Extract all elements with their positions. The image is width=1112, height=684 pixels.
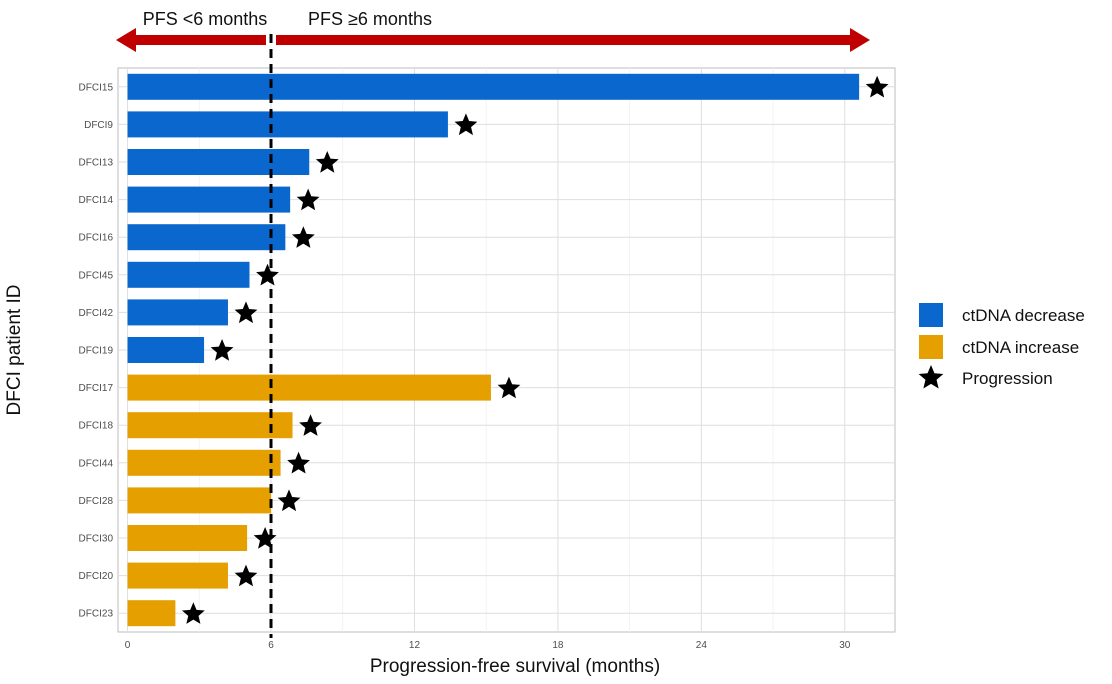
progression-star-dfci44 (287, 451, 310, 474)
bar-dfci17 (127, 374, 491, 401)
progression-markers (181, 75, 889, 624)
legend-swatch-increase (919, 335, 943, 359)
progression-star-dfci20 (234, 564, 258, 587)
bar-dfci44 (127, 449, 281, 476)
y-tick-label: DFCI14 (79, 195, 114, 206)
y-tick-label: DFCI30 (79, 534, 114, 545)
bar-dfci45 (127, 261, 250, 288)
x-tick-label: 18 (552, 640, 564, 651)
bar-dfci42 (127, 299, 228, 326)
right-arrow (276, 28, 870, 52)
bar-dfci28 (127, 487, 272, 514)
progression-star-dfci13 (315, 151, 339, 173)
x-axis-title: Progression-free survival (months) (370, 656, 660, 677)
y-tick-label: DFCI44 (79, 458, 114, 469)
bar-dfci9 (127, 111, 448, 138)
bar-dfci30 (127, 525, 248, 551)
y-tick-label: DFCI9 (84, 120, 113, 131)
right-annotation: PFS ≥6 months (308, 9, 432, 29)
y-tick-label: DFCI28 (79, 496, 114, 507)
bar-dfci16 (127, 224, 286, 251)
x-tick-label: 12 (409, 640, 421, 651)
y-tick-label: DFCI42 (79, 308, 114, 319)
y-tick-label: DFCI45 (79, 270, 114, 281)
bar-dfci15 (127, 73, 860, 100)
progression-star-dfci16 (291, 226, 315, 248)
progression-star-dfci28 (277, 489, 301, 512)
y-tick-label: DFCI23 (79, 609, 114, 620)
y-tick-label: DFCI18 (79, 421, 114, 432)
y-tick-label: DFCI16 (79, 233, 114, 244)
progression-star-dfci15 (865, 75, 889, 98)
legend-star-icon (918, 365, 944, 389)
progression-star-dfci18 (299, 414, 322, 436)
x-tick-label: 0 (125, 640, 131, 651)
left-annotation: PFS <6 months (143, 9, 268, 29)
legend-label-progression: Progression (962, 369, 1053, 388)
legend-label-decrease: ctDNA decrease (962, 306, 1085, 325)
progression-star-dfci45 (256, 263, 279, 286)
progression-star-dfci42 (234, 301, 258, 324)
y-axis-title: DFCI patient ID (4, 285, 25, 416)
legend-swatch-decrease (919, 303, 943, 327)
y-tick-label: DFCI19 (79, 346, 114, 357)
x-tick-labels: 0 6 12 18 24 30 (125, 640, 851, 651)
y-tick-label: DFCI17 (79, 383, 114, 394)
progression-star-dfci17 (497, 376, 521, 399)
progression-star-dfci23 (181, 602, 205, 624)
x-tick-label: 30 (839, 640, 851, 651)
y-tick-label: DFCI13 (79, 158, 114, 169)
y-tick-label: DFCI15 (79, 82, 114, 93)
top-arrows: PFS <6 months PFS ≥6 months (116, 9, 870, 52)
x-tick-label: 6 (268, 640, 274, 651)
bar-dfci18 (127, 412, 293, 439)
bar-dfci14 (127, 186, 291, 213)
progression-star-dfci14 (296, 188, 320, 211)
legend: ctDNA decrease ctDNA increase Progressio… (918, 303, 1085, 389)
bar-dfci19 (127, 337, 205, 363)
progression-star-dfci19 (210, 339, 234, 361)
legend-label-increase: ctDNA increase (962, 338, 1079, 357)
left-arrow (116, 28, 266, 52)
x-tick-label: 24 (696, 640, 708, 651)
progression-star-dfci30 (253, 527, 277, 549)
bars (127, 73, 860, 627)
y-tick-labels: DFCI15 DFCI9 DFCI13 DFCI14 DFCI16 DFCI45 DFCI4… (79, 82, 114, 619)
progression-star-dfci9 (454, 113, 478, 136)
y-tick-label: DFCI20 (79, 571, 114, 582)
bar-dfci20 (127, 562, 228, 589)
bar-dfci13 (127, 149, 310, 175)
bar-dfci23 (127, 600, 176, 627)
